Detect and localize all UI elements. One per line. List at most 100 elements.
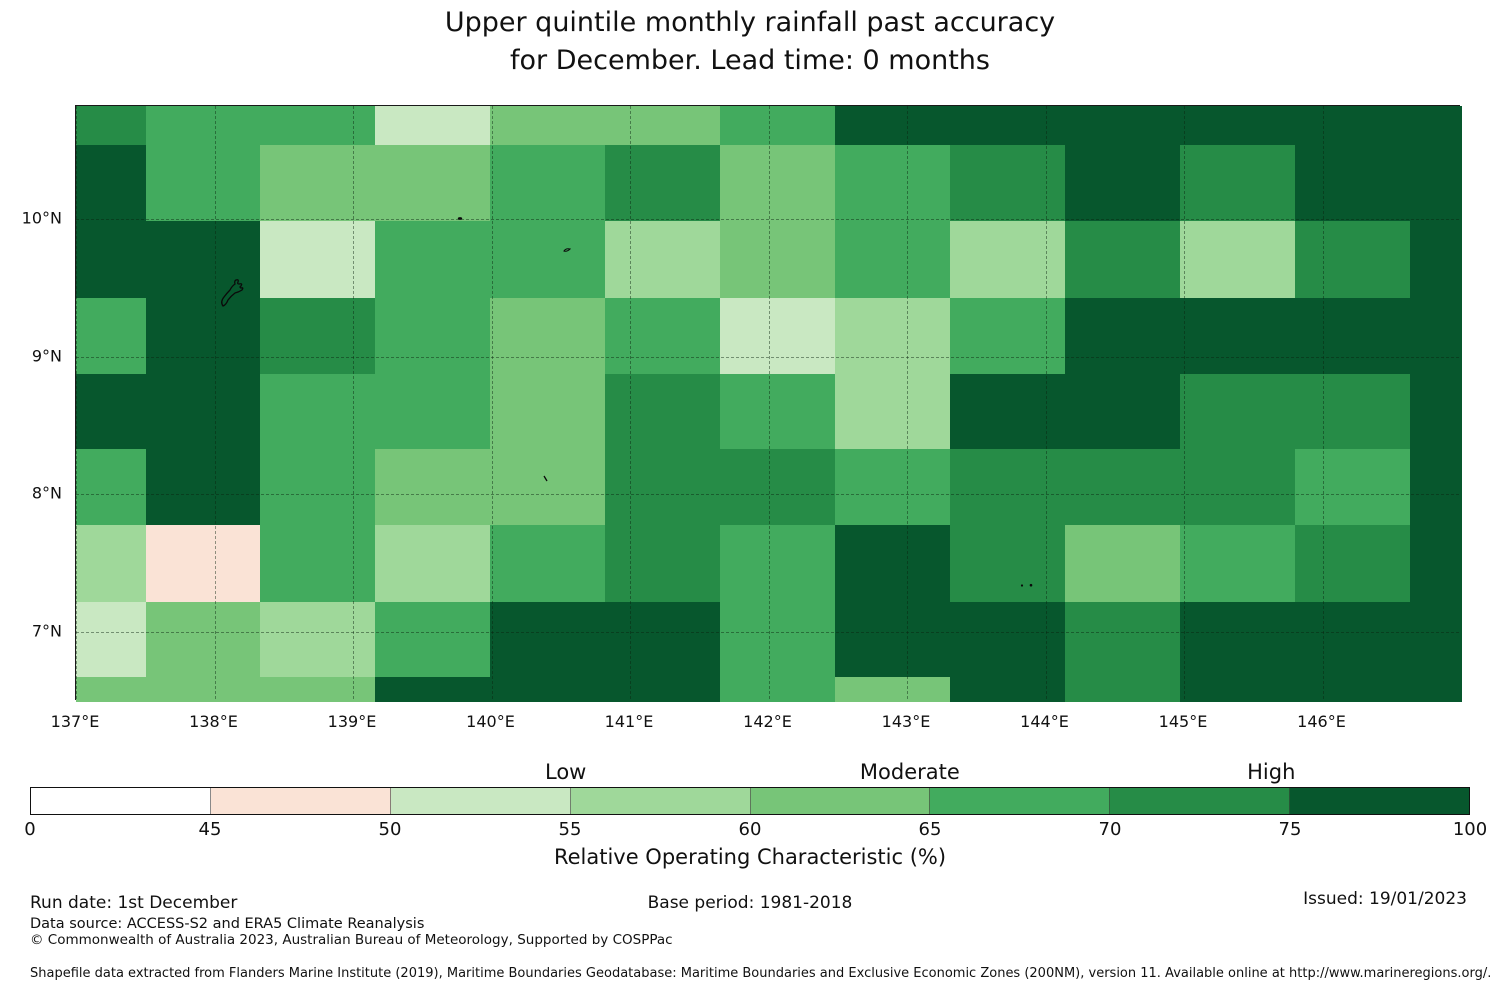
heatmap-cell [604, 524, 720, 602]
colorbar-zone-label: Low [544, 760, 587, 784]
graticule-meridian [1322, 106, 1324, 699]
graticule-meridian [768, 106, 770, 699]
heatmap-cell [374, 372, 490, 450]
heatmap-cell [604, 219, 720, 298]
heatmap-cell [489, 143, 605, 221]
heatmap-cell [1294, 448, 1410, 526]
heatmap-cell [949, 219, 1065, 298]
heatmap-cell [604, 676, 720, 702]
colorbar-segment [930, 788, 1111, 814]
heatmap-cell [1409, 372, 1462, 450]
heatmap-cell [374, 524, 490, 602]
heatmap-cell [1064, 448, 1180, 526]
base-period-text: Base period: 1981-2018 [647, 893, 853, 913]
heatmap-cell [145, 372, 261, 450]
heatmap-cell [145, 448, 261, 526]
heatmap-cell [489, 372, 605, 450]
heatmap-cell [949, 676, 1065, 702]
colorbar-segment [1110, 788, 1291, 814]
heatmap-cell [374, 106, 490, 145]
heatmap-cell [719, 372, 835, 450]
colorbar-segment [750, 788, 931, 814]
heatmap-cell [145, 296, 261, 374]
heatmap-cell [719, 219, 835, 298]
heatmap-cell [1409, 600, 1462, 678]
heatmap-cell [1064, 600, 1180, 678]
heatmap-cell [76, 676, 146, 702]
colorbar [30, 787, 1470, 815]
heatmap-cell [1294, 219, 1410, 298]
x-tick-label: 146°E [1297, 712, 1346, 731]
x-tick-label: 144°E [1020, 712, 1069, 731]
chart-title-line1: Upper quintile monthly rainfall past acc… [444, 7, 1056, 38]
y-tick-label: 10°N [21, 208, 62, 228]
heatmap-cell [489, 106, 605, 145]
colorbar-tick-label: 50 [378, 819, 402, 840]
colorbar-tick-label: 0 [24, 819, 36, 840]
heatmap-cell [834, 143, 950, 221]
heatmap-cell [1179, 219, 1295, 298]
heatmap-cell [604, 372, 720, 450]
shapefile-note-text: Shapefile data extracted from Flanders M… [30, 966, 1492, 981]
heatmap-cell [1064, 106, 1180, 145]
graticule-meridian [353, 106, 354, 699]
x-tick-label: 142°E [743, 712, 792, 731]
colorbar-segment [570, 788, 751, 814]
heatmap-cell [1179, 143, 1295, 221]
island-speck-3 [543, 475, 548, 482]
heatmap-cell [259, 106, 376, 145]
heatmap-cell [259, 448, 376, 526]
graticule-parallel [76, 219, 1459, 221]
colorbar-tick-label: 70 [1098, 819, 1122, 840]
heatmap-cell [374, 143, 490, 221]
heatmap-cell [834, 448, 950, 526]
heatmap-cell [145, 106, 261, 145]
colorbar-tick-label: 75 [1278, 819, 1302, 840]
island-speck-4 [1020, 583, 1033, 587]
heatmap-cell [604, 448, 720, 526]
heatmap-cell [259, 600, 376, 678]
heatmap-cell [1294, 372, 1410, 450]
heatmap-cell [949, 106, 1065, 145]
heatmap-cell [76, 219, 146, 298]
heatmap-cell [374, 219, 490, 298]
x-tick-label: 145°E [1158, 712, 1208, 731]
heatmap-cell [1179, 106, 1295, 145]
heatmap-cell [949, 448, 1065, 526]
heatmap-cell [719, 106, 835, 145]
heatmap-cell [949, 524, 1065, 602]
heatmap-cell [374, 296, 490, 374]
heatmap-cell [1064, 143, 1180, 221]
heatmap-cell [76, 106, 146, 145]
heatmap-cell [719, 676, 835, 702]
x-tick-label: 138°E [189, 712, 238, 731]
heatmap-cell [145, 143, 261, 221]
colorbar-segment [31, 788, 211, 814]
heatmap-plot-area [75, 105, 1462, 702]
run-date-text: Run date: 1st December [30, 893, 238, 913]
graticule-meridian [214, 106, 216, 699]
y-tick-label: 8°N [31, 483, 62, 503]
heatmap-cell [489, 296, 605, 374]
graticule-meridian [1184, 106, 1185, 699]
colorbar-tick-label: 100 [1452, 819, 1488, 840]
colorbar-tick-label: 55 [558, 819, 582, 840]
heatmap-cell [834, 296, 950, 374]
y-tick-label: 9°N [31, 346, 62, 366]
heatmap-cell [834, 372, 950, 450]
heatmap-cell [145, 600, 261, 678]
heatmap-cell [76, 372, 146, 450]
heatmap-cell [1294, 676, 1410, 702]
heatmap-cell [259, 219, 376, 298]
y-tick-label: 7°N [31, 621, 62, 641]
heatmap-cell [145, 524, 261, 602]
heatmap-cell [76, 524, 146, 602]
heatmap-cell [259, 676, 376, 702]
heatmap-cell [489, 600, 605, 678]
colorbar-axis-label: Relative Operating Characteristic (%) [553, 845, 947, 869]
graticule-meridian [630, 106, 631, 699]
island-speck-2 [563, 248, 571, 252]
heatmap-cell [489, 524, 605, 602]
heatmap-cell [604, 296, 720, 374]
heatmap-cell [489, 676, 605, 702]
